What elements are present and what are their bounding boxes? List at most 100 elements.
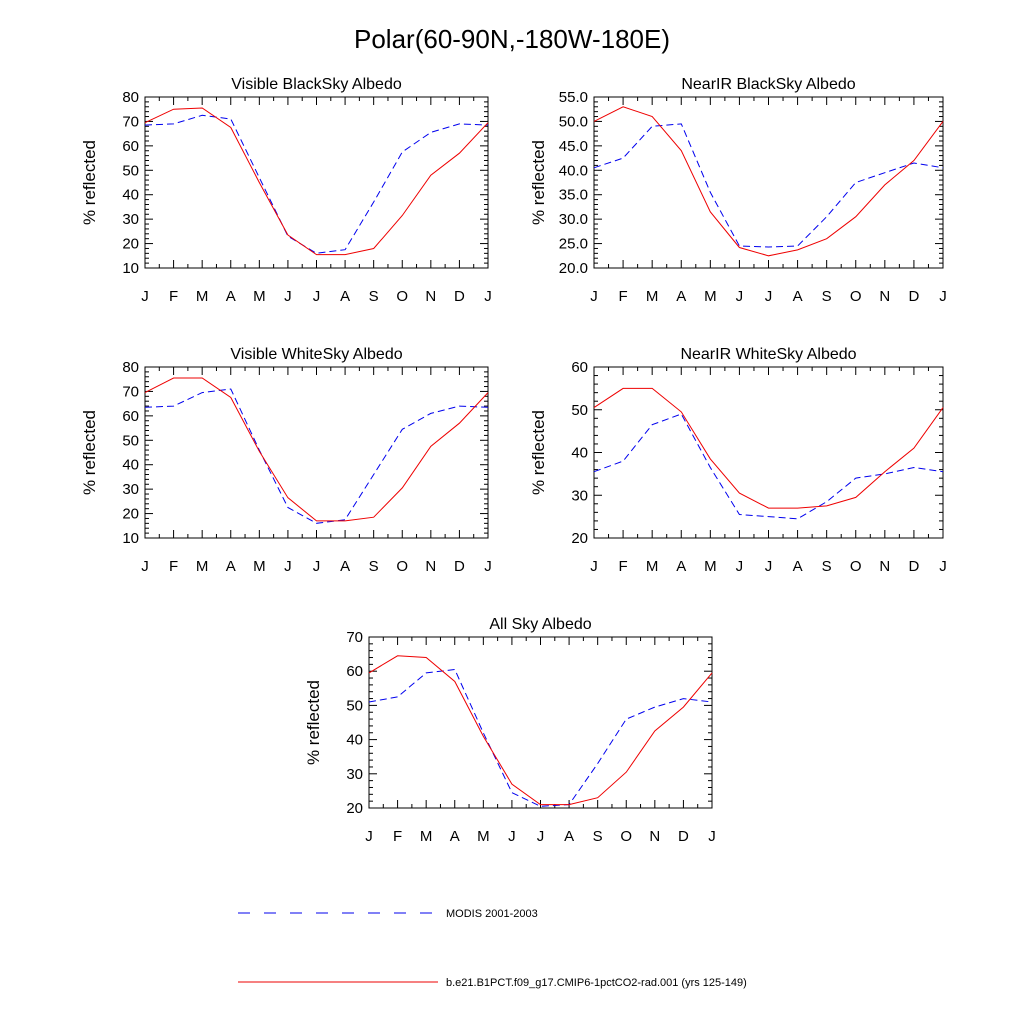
- x-tick-label: A: [676, 558, 686, 575]
- x-tick-label: M: [196, 288, 209, 305]
- x-tick-label: O: [850, 288, 862, 305]
- panel-title: NearIR BlackSky Albedo: [681, 76, 855, 93]
- x-tick-label: J: [939, 558, 947, 575]
- x-tick-label: M: [253, 558, 266, 575]
- x-tick-label: M: [646, 558, 659, 575]
- x-tick-label: J: [939, 288, 947, 305]
- x-tick-label: A: [793, 288, 803, 305]
- x-tick-label: D: [908, 558, 919, 575]
- y-tick-label: 40: [571, 445, 588, 462]
- x-tick-label: O: [850, 558, 862, 575]
- y-tick-label: 50: [122, 162, 139, 179]
- x-tick-label: J: [484, 288, 492, 305]
- y-tick-label: 10: [122, 530, 139, 547]
- x-tick-label: J: [313, 288, 321, 305]
- x-tick-label: N: [425, 558, 436, 575]
- x-tick-label: N: [879, 558, 890, 575]
- x-tick-label: F: [169, 288, 178, 305]
- x-tick-label: J: [708, 828, 716, 845]
- x-tick-label: A: [450, 828, 460, 845]
- y-axis-label: % reflected: [80, 410, 99, 495]
- plot-frame: [593, 96, 944, 269]
- x-tick-label: J: [508, 828, 516, 845]
- x-tick-label: S: [822, 558, 832, 575]
- x-tick-label: D: [454, 558, 465, 575]
- x-tick-label: M: [253, 288, 266, 305]
- series-modis-line: [368, 668, 713, 807]
- series-model-line: [144, 377, 489, 522]
- x-tick-label: A: [340, 558, 350, 575]
- y-tick-label: 50: [346, 697, 363, 714]
- y-tick-label: 25.0: [559, 236, 588, 253]
- series-modis-line: [144, 388, 489, 524]
- series-modis-line: [593, 413, 944, 520]
- x-tick-label: J: [765, 558, 773, 575]
- y-tick-label: 80: [122, 359, 139, 376]
- panel-title: All Sky Albedo: [489, 616, 591, 633]
- x-tick-label: S: [369, 288, 379, 305]
- y-tick-label: 30: [122, 211, 139, 228]
- panel-title: Visible BlackSky Albedo: [231, 76, 402, 93]
- y-tick-label: 30: [346, 766, 363, 783]
- x-ticks: [368, 636, 713, 809]
- series-model-line: [144, 107, 489, 256]
- plot-frame: [368, 636, 713, 809]
- legend-model-label: b.e21.B1PCT.f09_g17.CMIP6-1pctCO2-rad.00…: [446, 977, 747, 989]
- series-model-line: [593, 106, 944, 257]
- x-tick-label: S: [369, 558, 379, 575]
- x-tick-label: J: [765, 288, 773, 305]
- y-tick-label: 70: [346, 629, 363, 646]
- panel-title: NearIR WhiteSky Albedo: [680, 346, 856, 363]
- x-tick-label: F: [169, 558, 178, 575]
- x-tick-label: D: [678, 828, 689, 845]
- y-tick-label: 10: [122, 260, 139, 277]
- x-tick-label: M: [477, 828, 490, 845]
- y-tick-label: 20: [122, 506, 139, 523]
- y-tick-label: 30: [571, 487, 588, 504]
- x-tick-label: A: [226, 288, 236, 305]
- x-tick-label: A: [340, 288, 350, 305]
- x-tick-label: J: [313, 558, 321, 575]
- legend: MODIS 2001-2003 b.e21.B1PCT.f09_g17.CMIP…: [238, 908, 747, 989]
- x-tick-label: M: [420, 828, 433, 845]
- x-tick-label: J: [736, 288, 744, 305]
- y-tick-label: 60: [122, 138, 139, 155]
- y-tick-label: 50: [571, 402, 588, 419]
- series-model-line: [593, 387, 944, 509]
- y-axis-label: % reflected: [529, 140, 548, 225]
- y-tick-label: 20.0: [559, 260, 588, 277]
- plot-frame: [593, 366, 944, 539]
- y-tick-label: 20: [346, 800, 363, 817]
- y-tick-label: 60: [122, 408, 139, 425]
- x-tick-label: O: [396, 558, 408, 575]
- x-tick-label: D: [908, 288, 919, 305]
- y-tick-label: 60: [571, 359, 588, 376]
- x-ticks: [593, 96, 944, 269]
- y-tick-label: 30.0: [559, 211, 588, 228]
- plot-frame: [144, 366, 489, 539]
- y-axis-label: % reflected: [529, 410, 548, 495]
- x-tick-label: O: [396, 288, 408, 305]
- y-tick-label: 20: [122, 236, 139, 253]
- x-tick-label: F: [393, 828, 402, 845]
- y-axis-label: % reflected: [80, 140, 99, 225]
- y-tick-label: 80: [122, 89, 139, 106]
- x-tick-label: M: [704, 288, 717, 305]
- y-tick-label: 40: [346, 732, 363, 749]
- x-tick-label: A: [676, 288, 686, 305]
- x-ticks: [593, 366, 944, 539]
- y-tick-label: 50.0: [559, 113, 588, 130]
- y-tick-label: 50: [122, 432, 139, 449]
- y-tick-label: 55.0: [559, 89, 588, 106]
- y-tick-label: 45.0: [559, 138, 588, 155]
- x-tick-label: M: [646, 288, 659, 305]
- x-tick-label: N: [425, 288, 436, 305]
- figure-title: Polar(60-90N,-180W-180E): [354, 24, 670, 54]
- x-tick-label: J: [736, 558, 744, 575]
- x-tick-label: J: [284, 558, 292, 575]
